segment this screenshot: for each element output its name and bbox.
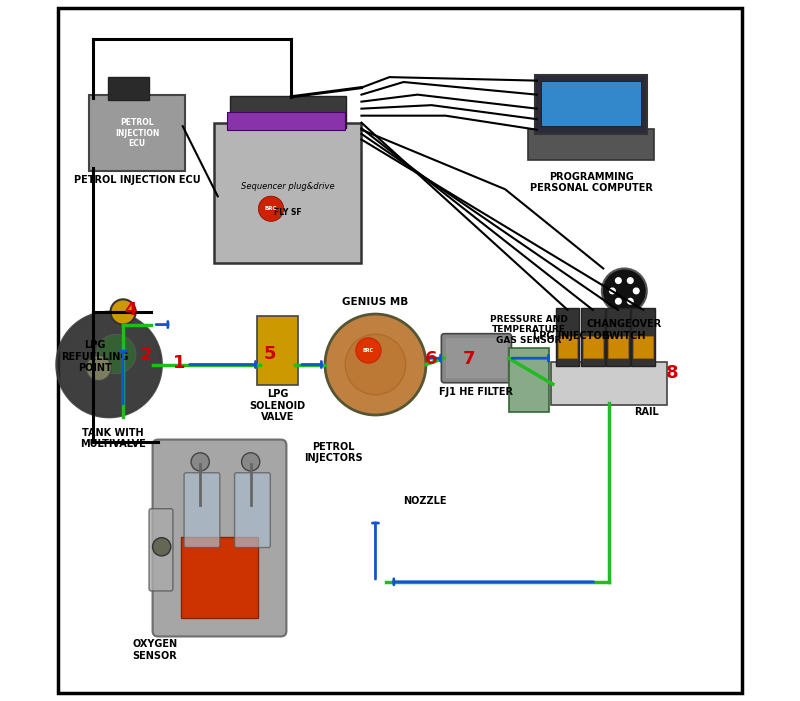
Text: LPG
SOLENOID
VALVE: LPG SOLENOID VALVE — [250, 389, 306, 422]
FancyBboxPatch shape — [634, 336, 653, 358]
FancyBboxPatch shape — [606, 308, 630, 366]
Text: FJ1 HE FILTER: FJ1 HE FILTER — [439, 387, 514, 397]
Text: OXYGEN
SENSOR: OXYGEN SENSOR — [132, 639, 178, 661]
Circle shape — [242, 453, 260, 471]
FancyBboxPatch shape — [89, 95, 186, 171]
Circle shape — [325, 314, 426, 415]
FancyBboxPatch shape — [230, 96, 346, 128]
Circle shape — [110, 299, 136, 325]
FancyBboxPatch shape — [583, 336, 602, 358]
Text: CHANGEOVER
SWITCH: CHANGEOVER SWITCH — [586, 319, 662, 341]
FancyBboxPatch shape — [631, 308, 655, 366]
Text: NOZZLE: NOZZLE — [403, 496, 447, 506]
FancyBboxPatch shape — [227, 112, 346, 130]
Circle shape — [97, 334, 136, 374]
Circle shape — [258, 196, 284, 222]
Text: TANK WITH
MULTIVALVE: TANK WITH MULTIVALVE — [80, 428, 146, 449]
FancyBboxPatch shape — [108, 77, 149, 100]
FancyBboxPatch shape — [558, 336, 578, 358]
Text: PROGRAMMING
PERSONAL COMPUTER: PROGRAMMING PERSONAL COMPUTER — [530, 172, 653, 193]
FancyBboxPatch shape — [446, 339, 506, 378]
Text: 7: 7 — [462, 350, 475, 368]
FancyBboxPatch shape — [442, 334, 511, 383]
Text: PRESSURE AND
TEMPERATURE
GAS SENSOR: PRESSURE AND TEMPERATURE GAS SENSOR — [490, 315, 568, 345]
Text: GENIUS MB: GENIUS MB — [342, 297, 409, 307]
Text: 8: 8 — [666, 364, 678, 382]
Text: LPG
REFUELLING
POINT: LPG REFUELLING POINT — [62, 340, 129, 373]
Text: PETROL INJECTION ECU: PETROL INJECTION ECU — [74, 175, 201, 185]
Circle shape — [602, 268, 646, 313]
Circle shape — [153, 538, 170, 556]
Circle shape — [191, 453, 210, 471]
Text: PETROL
INJECTORS: PETROL INJECTORS — [304, 442, 362, 463]
Text: 5: 5 — [264, 345, 277, 363]
Text: 1: 1 — [173, 354, 186, 372]
FancyBboxPatch shape — [509, 348, 550, 412]
Circle shape — [615, 278, 621, 283]
Text: 6: 6 — [426, 350, 438, 368]
Text: 4: 4 — [124, 301, 136, 319]
FancyBboxPatch shape — [153, 440, 286, 637]
FancyBboxPatch shape — [550, 362, 667, 405]
FancyBboxPatch shape — [534, 75, 647, 134]
Circle shape — [86, 355, 111, 381]
Text: PETROL
INJECTION
ECU: PETROL INJECTION ECU — [115, 118, 159, 148]
Text: 2: 2 — [139, 346, 152, 365]
Text: Sequencer plug&drive: Sequencer plug&drive — [241, 182, 334, 191]
Circle shape — [634, 288, 639, 294]
FancyBboxPatch shape — [541, 81, 641, 126]
FancyBboxPatch shape — [527, 129, 654, 160]
FancyBboxPatch shape — [184, 472, 220, 547]
Circle shape — [610, 288, 615, 294]
Text: RAIL: RAIL — [634, 407, 659, 416]
Text: BRC: BRC — [363, 348, 374, 353]
Text: LPG INJECTOR: LPG INJECTOR — [533, 332, 609, 341]
FancyBboxPatch shape — [182, 538, 258, 618]
Circle shape — [356, 338, 381, 363]
FancyBboxPatch shape — [257, 316, 298, 385]
Circle shape — [627, 278, 633, 283]
Text: FLY SF: FLY SF — [274, 208, 302, 217]
FancyBboxPatch shape — [581, 308, 605, 366]
FancyBboxPatch shape — [234, 472, 270, 547]
FancyBboxPatch shape — [214, 123, 362, 263]
FancyBboxPatch shape — [556, 308, 579, 366]
Ellipse shape — [57, 312, 162, 417]
Circle shape — [627, 299, 633, 304]
FancyBboxPatch shape — [149, 509, 173, 591]
Text: BRC: BRC — [265, 206, 278, 211]
Circle shape — [615, 299, 621, 304]
Circle shape — [345, 334, 406, 395]
FancyBboxPatch shape — [58, 8, 742, 693]
FancyBboxPatch shape — [608, 336, 628, 358]
